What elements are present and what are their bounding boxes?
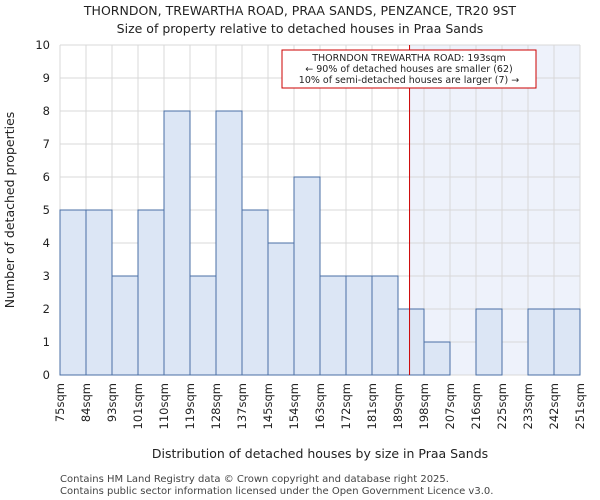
annotation-line-1: THORNDON TREWARTHA ROAD: 193sqm <box>311 53 506 64</box>
y-tick-label: 8 <box>43 104 50 118</box>
bar <box>293 176 321 376</box>
y-tick-label: 0 <box>43 368 50 382</box>
bar <box>527 308 555 376</box>
x-tick-label: 172sqm <box>339 383 353 429</box>
y-tick-label: 3 <box>43 269 50 283</box>
y-axis-label: Number of detached properties <box>2 112 17 309</box>
bar <box>345 275 373 376</box>
x-tick-label: 84sqm <box>79 383 93 422</box>
y-axis-ticks: 0 1 2 3 4 5 6 7 8 9 10 <box>35 38 50 382</box>
y-tick-label: 4 <box>43 236 50 250</box>
y-tick-label: 1 <box>43 335 50 349</box>
bar <box>319 275 347 376</box>
y-tick-label: 7 <box>43 137 50 151</box>
bar <box>59 209 87 376</box>
bar <box>423 341 451 376</box>
y-tick-label: 9 <box>43 71 50 85</box>
bar <box>267 242 295 376</box>
y-tick-label: 6 <box>43 170 50 184</box>
annotation-line-3: 10% of semi-detached houses are larger (… <box>299 75 519 86</box>
y-tick-label: 10 <box>35 38 50 52</box>
bar <box>189 275 217 376</box>
x-tick-label: 251sqm <box>573 383 587 429</box>
y-tick-label: 2 <box>43 302 50 316</box>
bar <box>241 209 269 376</box>
x-tick-label: 75sqm <box>53 383 67 422</box>
x-tick-label: 198sqm <box>417 383 431 429</box>
x-tick-label: 119sqm <box>183 383 197 429</box>
x-tick-label: 128sqm <box>209 383 223 429</box>
x-tick-label: 216sqm <box>469 383 483 429</box>
x-tick-label: 101sqm <box>131 383 145 429</box>
x-tick-label: 137sqm <box>235 383 249 429</box>
footer-line-2: Contains public sector information licen… <box>60 486 493 497</box>
bars-group <box>59 110 581 376</box>
x-tick-label: 154sqm <box>287 383 301 429</box>
x-tick-label: 181sqm <box>365 383 379 429</box>
x-tick-label: 189sqm <box>391 383 405 429</box>
bar <box>371 275 399 376</box>
bar <box>85 209 113 376</box>
x-tick-label: 225sqm <box>495 383 509 429</box>
x-tick-label: 233sqm <box>521 383 535 429</box>
chart-title: THORNDON, TREWARTHA ROAD, PRAA SANDS, PE… <box>83 3 517 18</box>
annotation-border <box>281 49 537 89</box>
x-axis-ticks: 75sqm 84sqm 93sqm 101sqm 110sqm 119sqm 128sqm 1… <box>53 383 587 429</box>
bar <box>397 308 425 376</box>
x-tick-label: 163sqm <box>313 383 327 429</box>
footer-line-1: Contains HM Land Registry data © Crown c… <box>60 474 449 485</box>
x-tick-label: 207sqm <box>443 383 457 429</box>
bar <box>475 308 503 376</box>
x-axis-label: Distribution of detached houses by size … <box>152 446 488 461</box>
bar <box>137 209 165 376</box>
annotation-box: THORNDON TREWARTHA ROAD: 193sqm ← 90% of… <box>281 49 537 89</box>
annotation-line-2: ← 90% of detached houses are smaller (62… <box>305 64 512 75</box>
bar <box>215 110 243 376</box>
x-tick-label: 145sqm <box>261 383 275 429</box>
bar <box>111 275 139 376</box>
chart-subtitle: Size of property relative to detached ho… <box>117 21 484 36</box>
x-tick-label: 110sqm <box>157 383 171 429</box>
y-tick-label: 5 <box>43 203 50 217</box>
bar <box>553 308 581 376</box>
x-tick-label: 93sqm <box>105 383 119 422</box>
x-tick-label: 242sqm <box>547 383 561 429</box>
bar <box>163 110 191 376</box>
